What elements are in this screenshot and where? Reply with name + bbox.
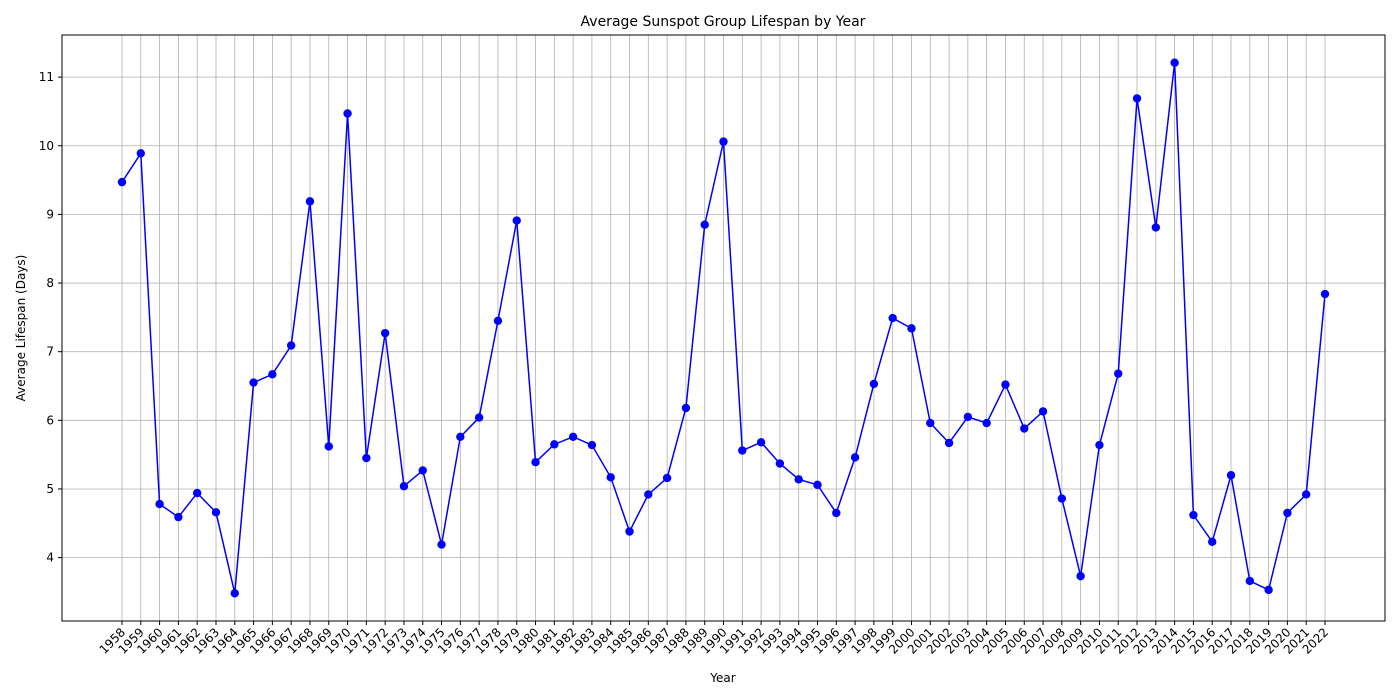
data-point: [756, 438, 766, 447]
data-point: [982, 418, 991, 428]
data-point: [286, 341, 296, 350]
data-point: [606, 473, 615, 482]
data-point: [174, 512, 183, 522]
data-point: [1095, 440, 1104, 450]
data-point: [550, 440, 559, 449]
data-point: [380, 328, 390, 338]
y-axis-label: Average Lifespan (Days): [14, 255, 28, 402]
data-point: [399, 482, 409, 491]
data-point: [625, 527, 634, 536]
data-point: [1189, 510, 1198, 520]
data-point: [926, 418, 935, 428]
data-point: [832, 508, 841, 518]
data-point: [1001, 380, 1010, 389]
data-point: [1076, 571, 1085, 581]
y-tick-label: 8: [46, 276, 54, 290]
data-point: [249, 378, 258, 387]
data-point: [362, 453, 371, 463]
y-tick-label: 4: [46, 551, 54, 565]
data-point: [211, 508, 221, 517]
data-point: [136, 149, 145, 158]
data-point: [1320, 289, 1330, 299]
data-point: [1302, 490, 1311, 499]
data-point: [963, 412, 973, 422]
x-axis: 1958195919601961196219631964196519661967…: [97, 621, 1331, 657]
data-point: [305, 197, 315, 206]
y-tick-label: 5: [46, 482, 54, 496]
data-point: [1245, 576, 1255, 586]
data-point: [1208, 537, 1217, 547]
data-point: [437, 540, 446, 549]
data-point: [230, 589, 239, 598]
data-point: [418, 466, 427, 475]
data-point: [907, 324, 916, 333]
data-point: [681, 403, 691, 413]
data-point: [850, 453, 860, 462]
data-point: [1283, 508, 1292, 518]
data-point: [1020, 424, 1029, 433]
data-point: [568, 432, 578, 441]
data-point: [512, 216, 521, 225]
data-point: [1226, 471, 1236, 480]
data-point: [738, 446, 747, 455]
data-point: [587, 440, 597, 450]
data-point: [719, 137, 728, 146]
data-point: [343, 109, 352, 118]
data-point: [474, 413, 484, 422]
data-point: [794, 475, 803, 484]
data-point: [944, 438, 954, 448]
data-point: [700, 220, 709, 229]
data-point: [775, 459, 785, 468]
x-axis-label: Year: [709, 671, 735, 685]
y-tick-label: 6: [46, 413, 54, 427]
data-point: [1132, 94, 1142, 103]
data-point: [493, 316, 503, 325]
data-point: [324, 442, 333, 451]
data-point: [117, 177, 127, 187]
y-tick-label: 7: [46, 345, 54, 359]
data-point: [869, 379, 879, 389]
data-point: [531, 457, 540, 467]
y-tick-label: 11: [39, 70, 54, 84]
y-axis: 4 5 6 7 8 9 10 11: [39, 70, 62, 565]
data-point: [813, 480, 822, 490]
data-point: [1264, 585, 1273, 595]
data-point: [662, 473, 672, 483]
data-point: [644, 490, 653, 499]
data-point: [456, 432, 465, 441]
data-point: [268, 370, 277, 379]
data-point: [1151, 223, 1161, 232]
data-point: [1170, 58, 1179, 67]
chart-title: Average Sunspot Group Lifespan by Year: [581, 14, 866, 30]
data-series: [117, 58, 1330, 598]
data-point: [155, 499, 164, 509]
y-tick-label: 9: [46, 207, 54, 221]
data-point: [192, 488, 202, 498]
data-point: [1057, 494, 1067, 503]
data-point: [1114, 369, 1123, 378]
y-tick-label: 10: [39, 139, 54, 153]
grid: [62, 35, 1385, 621]
data-point: [1038, 407, 1048, 416]
data-point: [888, 313, 897, 323]
